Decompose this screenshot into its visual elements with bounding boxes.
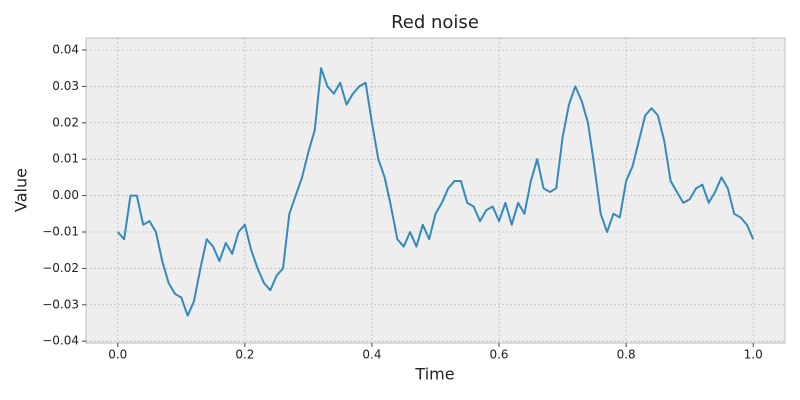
y-tick-label: 0.00 [52, 188, 79, 202]
x-tick-label: 0.4 [362, 348, 381, 362]
y-tick-label: 0.03 [52, 79, 79, 93]
y-tick-label: 0.02 [52, 115, 79, 129]
x-tick-label: 0.8 [617, 348, 636, 362]
y-tick-label: 0.01 [52, 152, 79, 166]
plot-area [85, 37, 786, 344]
y-tick-label: −0.03 [42, 297, 79, 311]
data-line [117, 67, 755, 317]
y-axis-label: Value [12, 168, 31, 212]
x-tick-label: 0.0 [108, 348, 127, 362]
x-tick-label: 1.0 [744, 348, 763, 362]
x-tick-label: 0.6 [489, 348, 508, 362]
x-axis-label: Time [414, 365, 454, 384]
y-tick-label: −0.01 [42, 224, 79, 238]
chart-title: Red noise [391, 12, 479, 33]
y-tick-label: −0.04 [42, 334, 79, 348]
x-tick-label: 0.2 [235, 348, 254, 362]
y-tick-label: 0.04 [52, 43, 79, 57]
y-tick-label: −0.02 [42, 261, 79, 275]
